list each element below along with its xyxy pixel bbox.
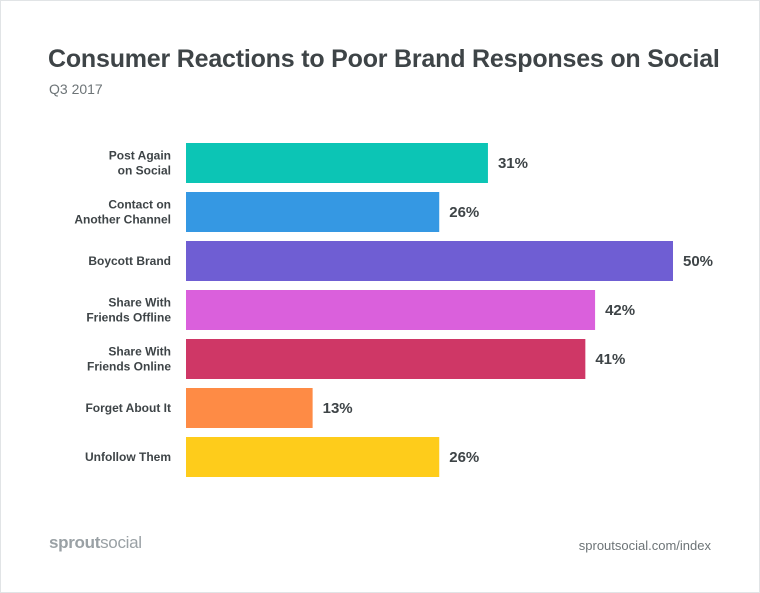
value-label-5: 13%	[323, 400, 353, 417]
source-url: sproutsocial.com/index	[578, 538, 711, 553]
logo-strong-text: sprout	[49, 533, 101, 552]
bar-5	[186, 388, 313, 428]
chart-subtitle: Q3 2017	[49, 81, 103, 97]
category-label-5: Forget About It	[85, 401, 171, 415]
category-label-3: Share With Friends Offline	[86, 296, 171, 325]
sproutsocial-logo: sproutsocial	[49, 533, 142, 553]
value-label-1: 26%	[449, 204, 479, 221]
value-label-2: 50%	[683, 253, 713, 270]
bar-2	[186, 241, 673, 281]
bar-6	[186, 437, 440, 477]
bar-0	[186, 143, 488, 183]
value-label-3: 42%	[605, 302, 635, 319]
logo-light-text: social	[100, 533, 142, 552]
category-label-1: Contact on Another Channel	[74, 198, 171, 227]
category-label-4: Share With Friends Online	[87, 345, 171, 374]
category-label-2: Boycott Brand	[88, 254, 171, 268]
bar-3	[186, 290, 596, 330]
category-label-6: Unfollow Them	[85, 450, 171, 464]
category-label-0: Post Again on Social	[109, 149, 171, 178]
bar-4	[186, 339, 586, 379]
chart-title: Consumer Reactions to Poor Brand Respons…	[48, 45, 720, 73]
bar-chart: Post Again on Social 31% Contact on Another …	[74, 143, 713, 477]
value-label-4: 41%	[595, 351, 625, 368]
bar-1	[186, 192, 440, 232]
value-label-0: 31%	[498, 155, 528, 172]
value-label-6: 26%	[449, 449, 479, 466]
